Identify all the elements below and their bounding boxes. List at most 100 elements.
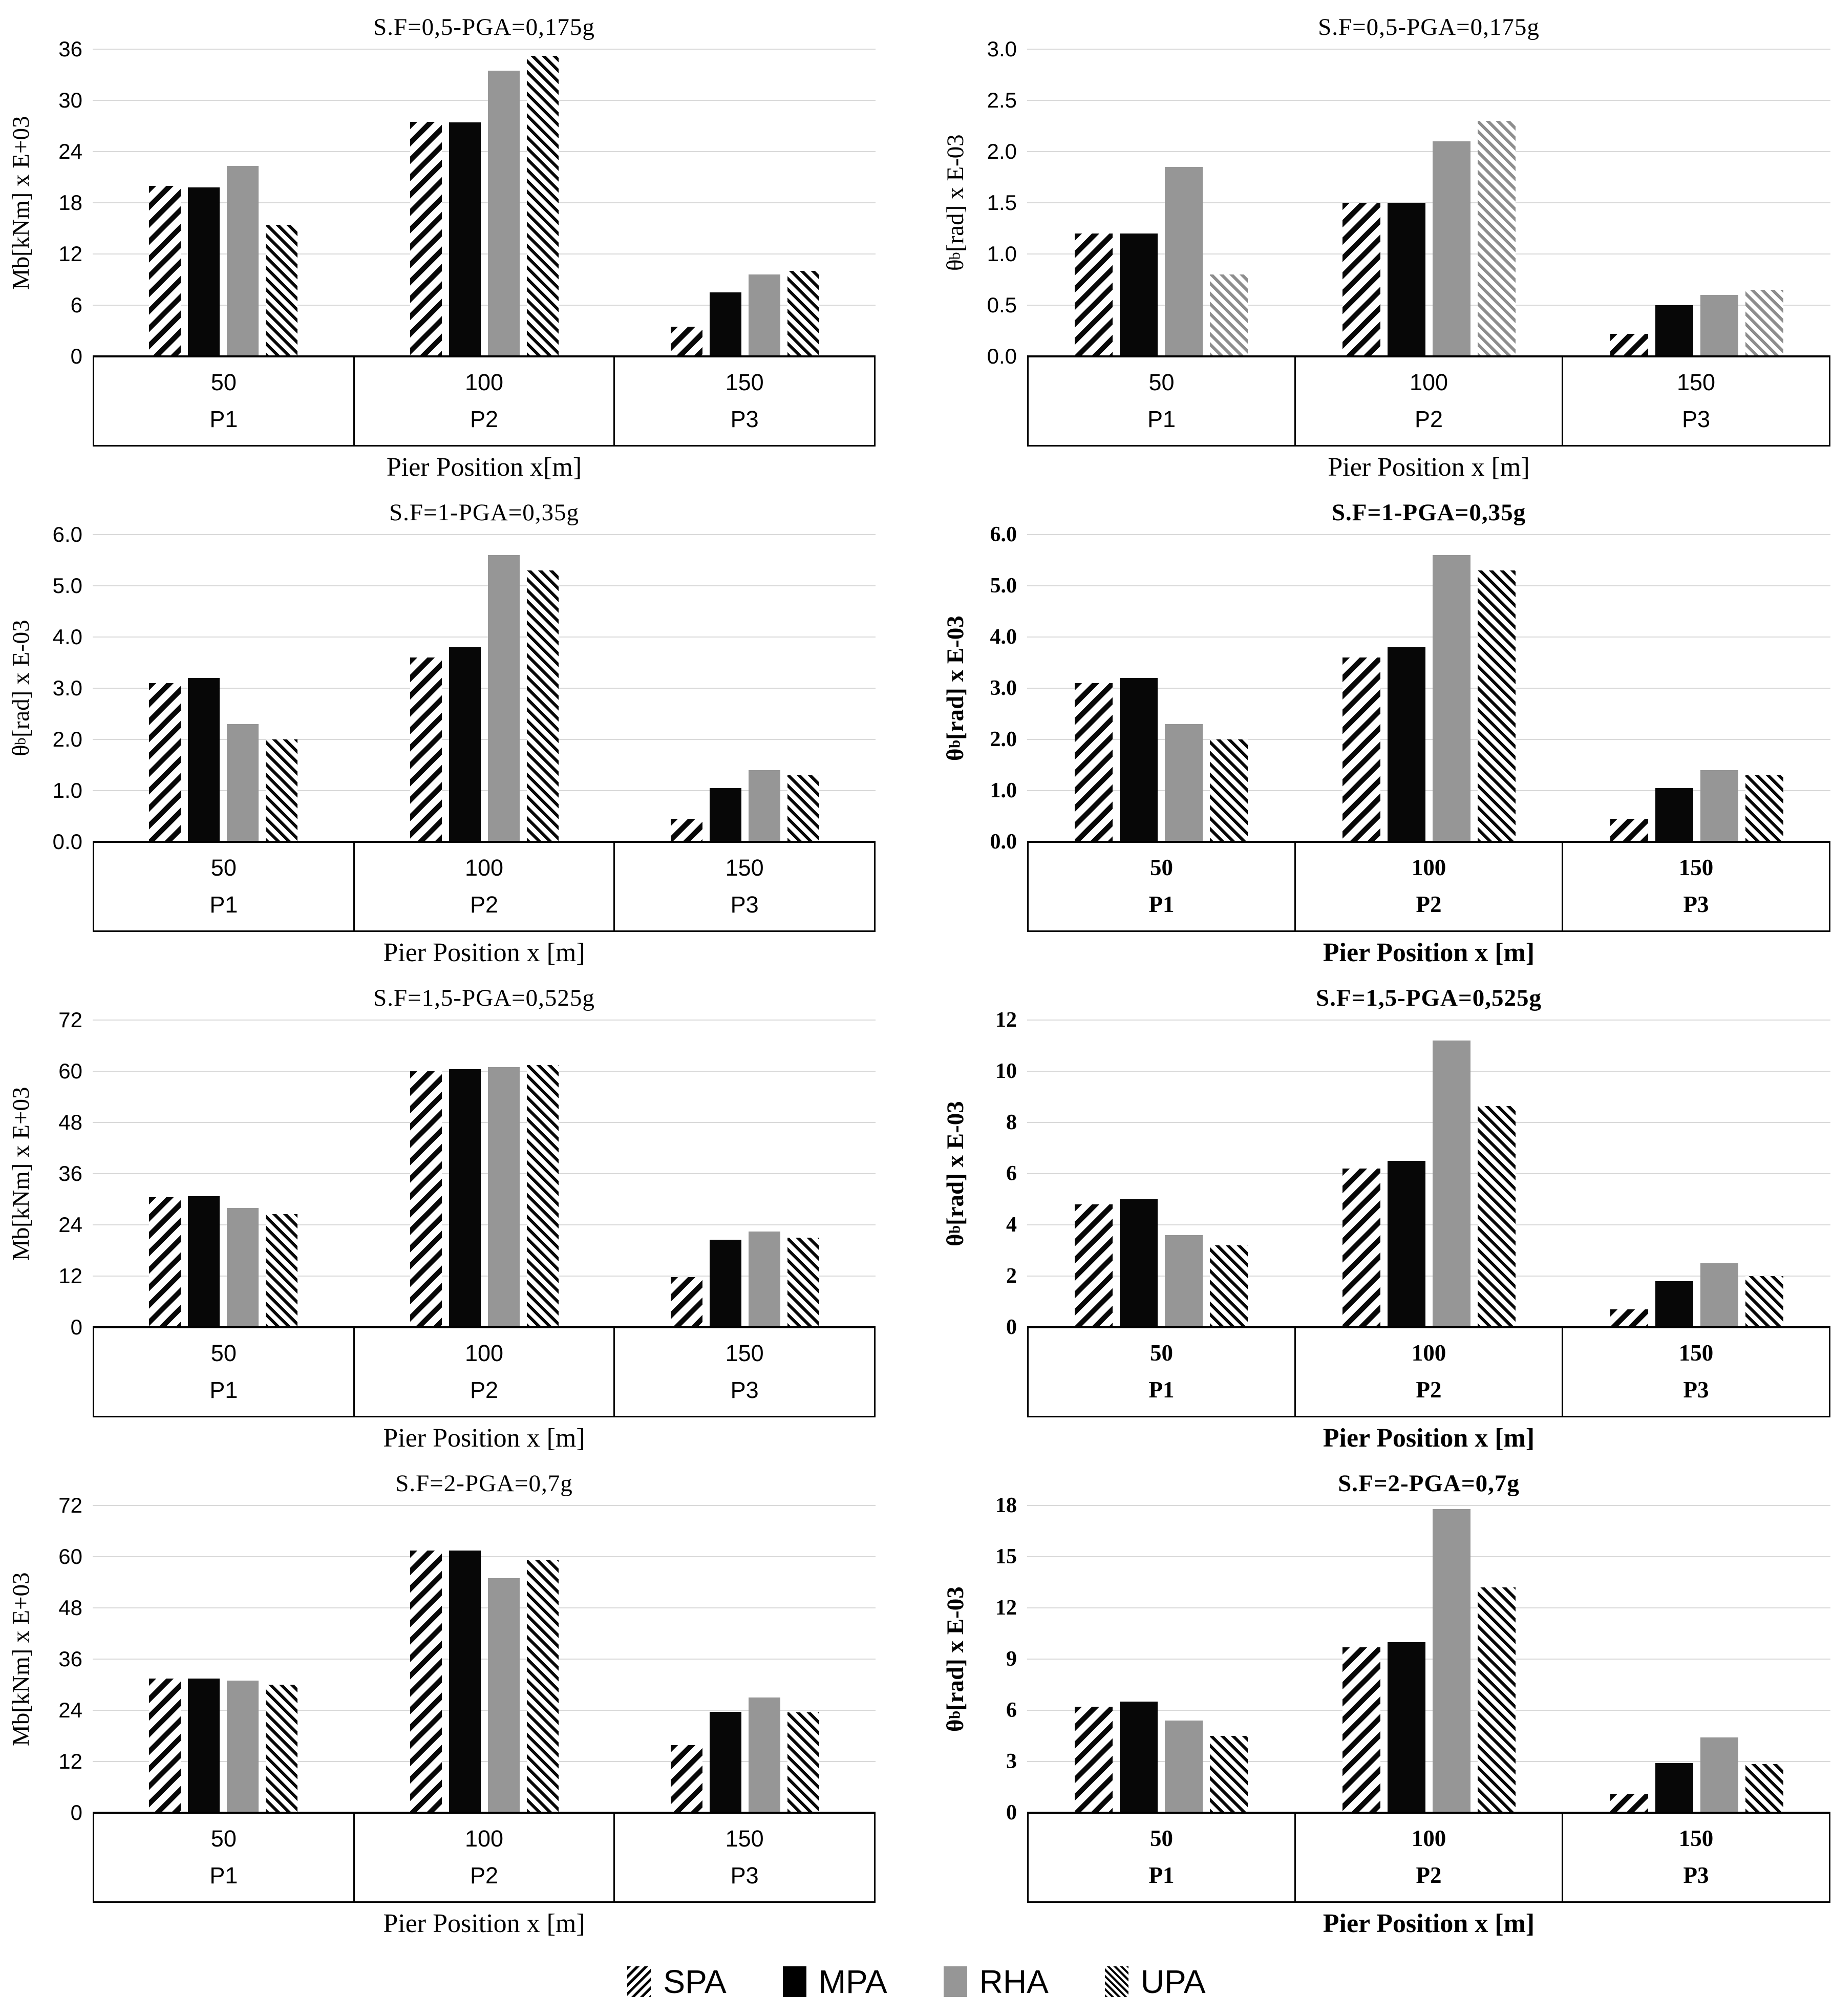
gridline bbox=[1027, 1607, 1830, 1609]
category-axis: 50 P1 100 P2 150 P3 bbox=[1027, 1813, 1830, 1903]
chart-theta-sf1-left: S.F=1-PGA=0,35g θ b [rad] x E-03 0.0 1.0 2.0 3.… bbox=[3, 491, 876, 976]
y-axis-title-units: [rad] x E-03 bbox=[942, 1101, 969, 1226]
y-axis-title: θ b [rad] x E-03 bbox=[937, 535, 974, 842]
chart-theta-sf15: S.F=1,5-PGA=0,525g θ b [rad] x E-03 0 2 4 6 8 10… bbox=[937, 976, 1830, 1461]
gridline bbox=[1027, 1020, 1830, 1021]
y-tick-label: 6.0 bbox=[990, 523, 1017, 546]
category-axis: 50 P1 100 P2 150 P3 bbox=[1027, 356, 1830, 447]
bar-groups bbox=[1027, 49, 1830, 356]
gridline bbox=[1027, 534, 1830, 535]
bar-spa bbox=[1610, 1794, 1648, 1813]
y-tick-label: 2 bbox=[1006, 1264, 1017, 1288]
bar-upa bbox=[526, 570, 559, 842]
y-tick-label: 4.0 bbox=[990, 625, 1017, 649]
bar-rha bbox=[1164, 167, 1203, 356]
y-axis-title-units: [rad] x E-03 bbox=[942, 1586, 969, 1711]
category-pier-label: P2 bbox=[470, 892, 499, 918]
bar-group-p2 bbox=[354, 1505, 615, 1813]
y-tick-label: 2.5 bbox=[987, 88, 1017, 112]
x-axis-line bbox=[1027, 1326, 1830, 1328]
chart-title: S.F=1-PGA=0,35g bbox=[1331, 499, 1526, 526]
bar-spa bbox=[148, 1678, 181, 1813]
gridline bbox=[93, 636, 876, 638]
solid-black-swatch bbox=[782, 1966, 806, 1997]
y-axis-title-units: [kNm] x E+03 bbox=[8, 116, 34, 257]
bar-rha bbox=[1432, 1509, 1470, 1813]
x-axis-line bbox=[93, 355, 876, 357]
bar-mpa bbox=[710, 1240, 742, 1327]
gridline bbox=[93, 1020, 876, 1021]
bar-rha bbox=[487, 70, 520, 356]
y-axis-title-subscript: b bbox=[947, 252, 964, 260]
bar-rha bbox=[226, 1207, 259, 1327]
bar-groups bbox=[93, 1020, 876, 1327]
category-position-label: 100 bbox=[464, 1340, 504, 1366]
bar-rha bbox=[749, 1231, 781, 1327]
y-axis-ticks: 0.0 0.5 1.0 1.5 2.0 2.5 3.0 bbox=[974, 38, 1027, 367]
category-pier-label: P3 bbox=[1681, 406, 1711, 433]
y-tick-label: 6 bbox=[70, 293, 82, 317]
bar-spa bbox=[1342, 657, 1380, 842]
bar-group-p3 bbox=[614, 535, 876, 842]
category-pier-label: P2 bbox=[470, 1377, 499, 1404]
y-axis-title-text: Mb bbox=[8, 1712, 34, 1746]
y-tick-label: 6 bbox=[1006, 1162, 1017, 1185]
gridline bbox=[93, 688, 876, 689]
bar-group-p2 bbox=[1295, 49, 1563, 356]
bar-spa bbox=[148, 185, 181, 356]
x-axis-title: Pier Position x [m] bbox=[383, 1908, 585, 1938]
gridline bbox=[93, 534, 876, 535]
x-axis-line bbox=[93, 1812, 876, 1814]
bar-mpa bbox=[449, 647, 481, 842]
y-tick-label: 24 bbox=[58, 1698, 82, 1722]
y-axis-title-text: θ bbox=[942, 748, 969, 761]
bar-group-p2 bbox=[354, 1020, 615, 1327]
gridline bbox=[1027, 585, 1830, 586]
gridline bbox=[93, 151, 876, 153]
category-pier-label: P1 bbox=[1148, 892, 1175, 918]
bar-spa bbox=[1610, 1309, 1648, 1327]
gridline bbox=[1027, 151, 1830, 153]
bar-mpa bbox=[1655, 305, 1693, 356]
category-cell-p2: 100 P2 bbox=[355, 1813, 615, 1901]
bar-rha bbox=[1700, 295, 1738, 356]
bar-mpa bbox=[710, 292, 742, 356]
bar-spa bbox=[410, 657, 442, 842]
y-tick-label: 0 bbox=[1006, 1801, 1017, 1824]
category-position-label: 100 bbox=[1409, 369, 1448, 395]
chart-theta-sf05: S.F=0,5-PGA=0,175g θ b [rad] x E-03 0.0 0.5 1… bbox=[937, 5, 1830, 491]
y-tick-label: 24 bbox=[58, 139, 82, 163]
y-tick-label: 0 bbox=[70, 1315, 82, 1339]
y-tick-label: 12 bbox=[58, 242, 82, 266]
legend-item-rha: RHA bbox=[943, 1965, 1049, 1998]
y-axis-title: Mb [kNm] x E+03 bbox=[3, 1020, 39, 1327]
chart-title: S.F=2-PGA=0,7g bbox=[1338, 1470, 1520, 1497]
bar-rha bbox=[226, 724, 259, 842]
category-cell-p3: 150 P3 bbox=[615, 356, 874, 445]
bar-rha bbox=[1432, 1041, 1470, 1327]
category-position-label: 150 bbox=[725, 1340, 764, 1366]
x-axis-title: Pier Position x [m] bbox=[1323, 1423, 1535, 1453]
y-axis-title-text: Mb bbox=[8, 256, 34, 290]
y-tick-label: 4.0 bbox=[52, 625, 82, 649]
gridline bbox=[93, 1761, 876, 1763]
y-tick-label: 12 bbox=[995, 1008, 1017, 1032]
gridline bbox=[93, 585, 876, 586]
y-axis-title: θ b [rad] x E-03 bbox=[3, 535, 39, 842]
bar-upa bbox=[1209, 1736, 1248, 1813]
y-tick-label: 5.0 bbox=[990, 574, 1017, 598]
bar-groups bbox=[1027, 1505, 1830, 1813]
category-pier-label: P2 bbox=[470, 406, 499, 433]
x-axis-line bbox=[1027, 841, 1830, 843]
category-pier-label: P1 bbox=[1148, 1377, 1175, 1403]
y-axis-title-text: θ bbox=[8, 745, 34, 757]
y-tick-label: 2.0 bbox=[990, 728, 1017, 751]
bar-rha bbox=[1164, 1235, 1203, 1327]
bar-rha bbox=[226, 166, 259, 356]
bar-rha bbox=[487, 1578, 520, 1813]
category-axis: 50 P1 100 P2 150 P3 bbox=[93, 842, 876, 932]
y-tick-label: 36 bbox=[58, 1161, 82, 1185]
